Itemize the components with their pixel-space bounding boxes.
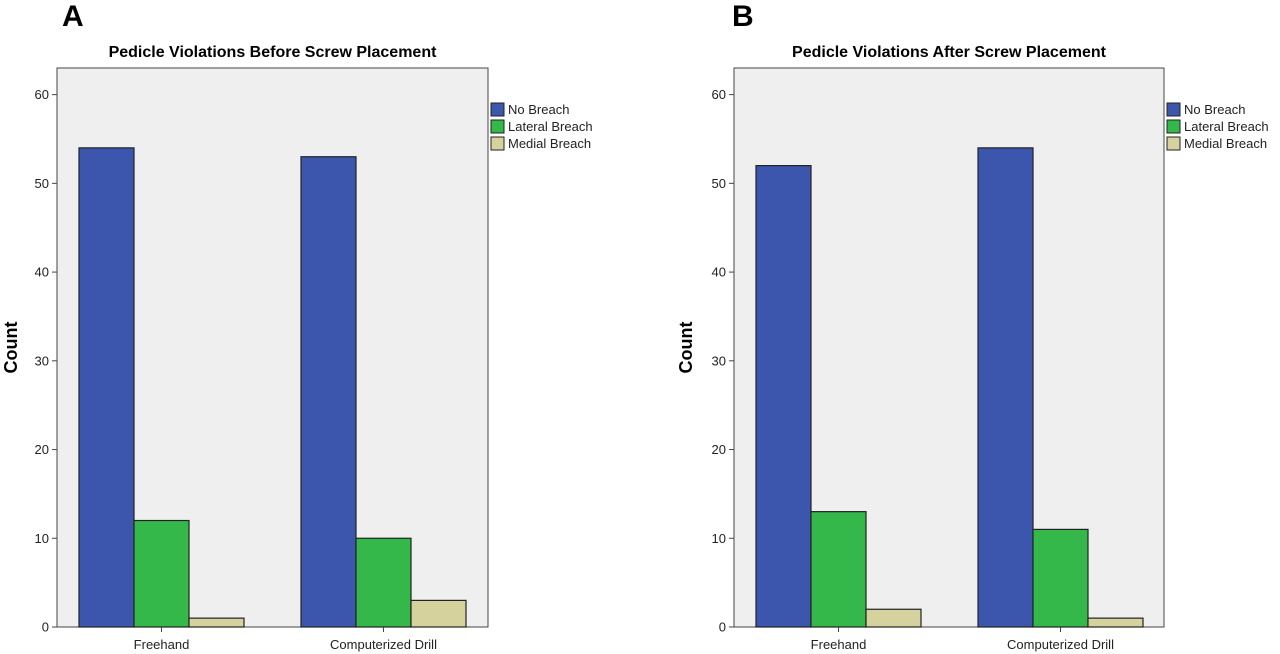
y-axis-label: Count	[1, 322, 21, 374]
legend-label: No Breach	[1184, 102, 1245, 117]
legend-label: No Breach	[508, 102, 569, 117]
y-tick-label: 20	[35, 442, 49, 457]
bar-medial-breach-freehand	[865, 608, 922, 628]
bar-medial-breach-computerized-drill	[1087, 617, 1144, 628]
y-tick-label: 40	[35, 265, 49, 280]
bar-no-breach-computerized-drill	[300, 156, 357, 628]
legend-label: Medial Breach	[508, 136, 591, 151]
legend-label: Lateral Breach	[508, 119, 593, 134]
x-tick-label: Freehand	[811, 637, 867, 652]
y-tick-label: 10	[35, 531, 49, 546]
chart-title: Pedicle Violations Before Screw Placemen…	[109, 44, 438, 61]
bar-medial-breach-computerized-drill	[410, 599, 467, 628]
bar-lateral-breach-computerized-drill	[355, 537, 412, 628]
y-tick-label: 40	[712, 265, 726, 280]
legend-swatch	[1166, 102, 1181, 117]
bar-lateral-breach-freehand	[133, 519, 190, 628]
x-tick-label: Computerized Drill	[1007, 637, 1114, 652]
y-tick-label: 30	[35, 353, 49, 368]
bar-medial-breach-freehand	[188, 617, 245, 628]
legend-swatch	[490, 136, 505, 151]
bar-lateral-breach-computerized-drill	[1032, 528, 1089, 628]
legend-swatch	[1166, 136, 1181, 151]
legend-swatch	[490, 102, 505, 117]
x-tick-label: Computerized Drill	[330, 637, 437, 652]
y-tick-label: 10	[712, 531, 726, 546]
y-axis-label: Count	[676, 322, 696, 374]
y-tick-label: 60	[712, 87, 726, 102]
bar-no-breach-freehand	[78, 147, 135, 628]
legend-label: Medial Breach	[1184, 136, 1267, 151]
y-tick-label: 60	[35, 87, 49, 102]
y-tick-label: 50	[35, 176, 49, 191]
legend-swatch	[1166, 119, 1181, 134]
chart-title: Pedicle Violations After Screw Placement	[792, 44, 1107, 61]
panel-letter: B	[732, 0, 754, 33]
legend-label: Lateral Breach	[1184, 119, 1269, 134]
y-tick-label: 0	[719, 620, 726, 635]
panel-letter: A	[62, 0, 84, 33]
bar-no-breach-freehand	[755, 165, 812, 628]
x-tick-label: Freehand	[134, 637, 190, 652]
y-tick-label: 50	[712, 176, 726, 191]
legend-swatch	[490, 119, 505, 134]
bar-no-breach-computerized-drill	[977, 147, 1034, 628]
y-tick-label: 30	[712, 353, 726, 368]
bar-lateral-breach-freehand	[810, 511, 867, 628]
chart-panel-a: A Pedicle Violations Before Screw Placeme…	[1, 0, 593, 652]
y-tick-label: 20	[712, 442, 726, 457]
chart-panel-b: B Pedicle Violations After Screw Placemen…	[676, 0, 1269, 652]
y-tick-label: 0	[42, 620, 49, 635]
